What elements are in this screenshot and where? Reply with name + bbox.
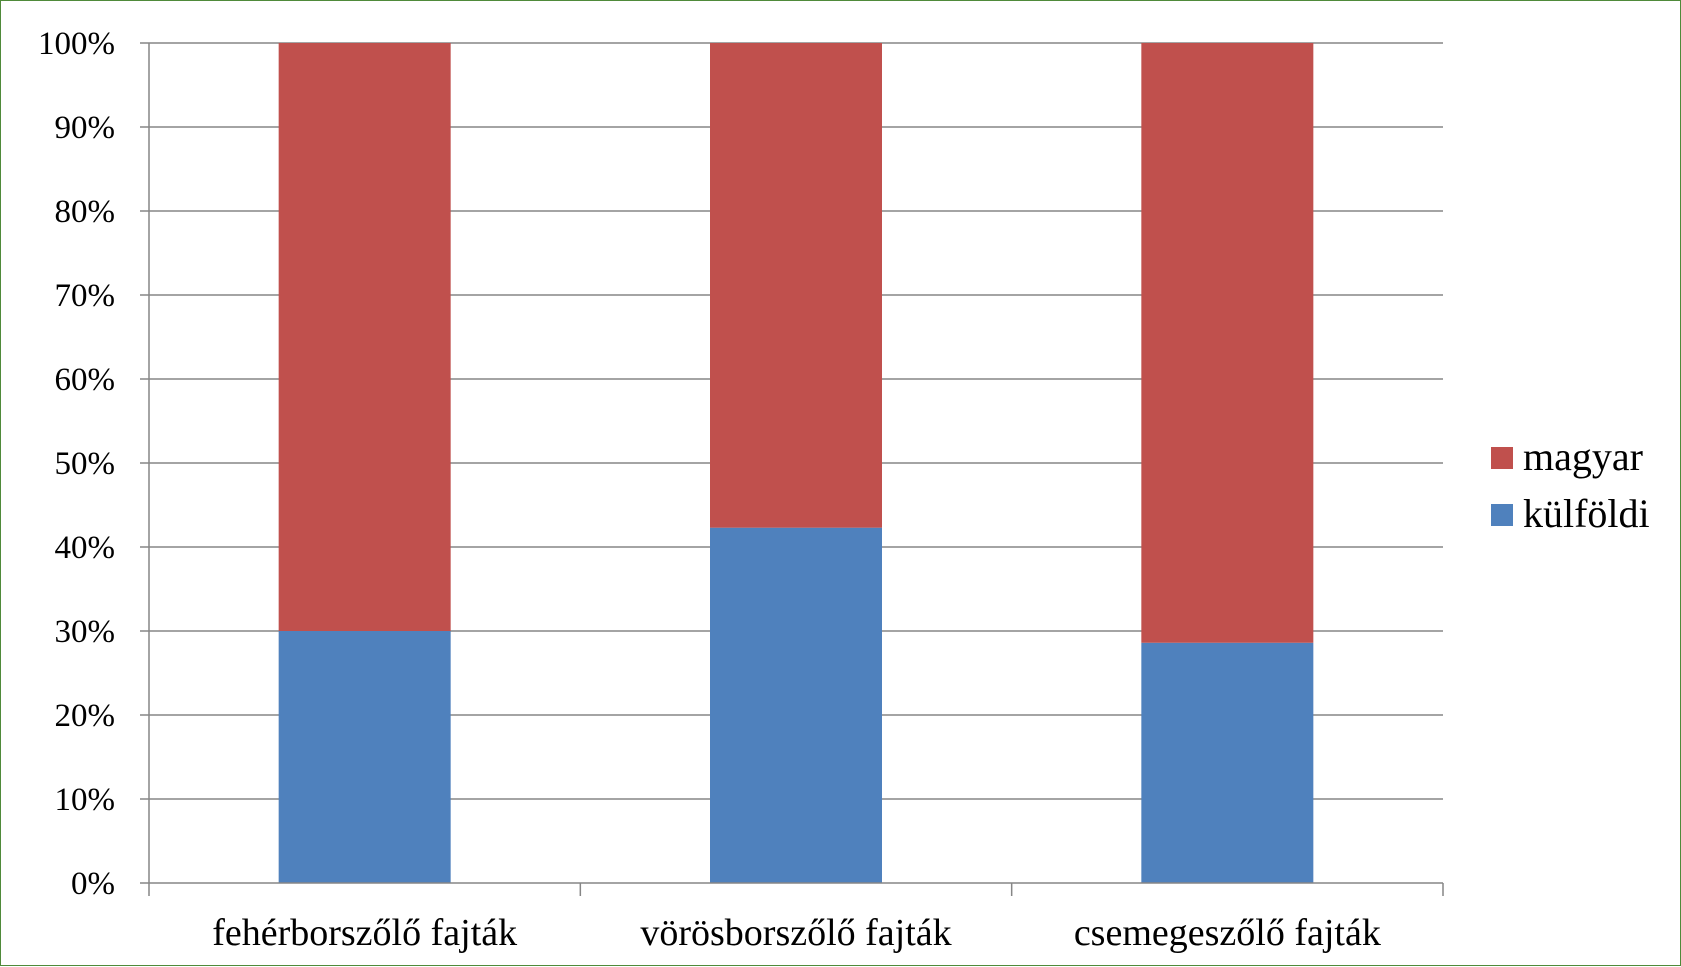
bar-segment-kulfoldi: [278, 631, 451, 883]
bar-segment-magyar: [710, 43, 882, 528]
bar-segment-kulfoldi: [710, 527, 882, 883]
x-tick-label: vörösborszőlő fajták: [640, 912, 951, 954]
bars: [278, 43, 1314, 883]
y-tick-labels: 0% 10% 20% 30% 40% 50% 60% 70% 80% 90% 100%: [38, 26, 115, 902]
y-tick-label: 20%: [55, 698, 116, 734]
y-tick-label: 40%: [55, 530, 116, 566]
x-tick-labels: fehérborszőlő fajták vörösborszőlő fajták…: [212, 912, 1381, 954]
y-tick-label: 10%: [55, 782, 116, 818]
y-tick-label: 50%: [55, 446, 116, 482]
y-tick-label: 90%: [55, 110, 116, 146]
legend: magyar külföldi: [1491, 434, 1650, 536]
x-tick-label: csemegeszőlő fajták: [1074, 912, 1381, 954]
y-tick-label: 30%: [55, 614, 116, 650]
y-tick-label: 80%: [55, 194, 116, 230]
y-tick-label: 0%: [71, 866, 115, 902]
legend-swatch: [1491, 504, 1513, 526]
legend-label: külföldi: [1523, 491, 1650, 536]
legend-label: magyar: [1523, 434, 1643, 479]
y-tick-label: 100%: [38, 26, 115, 62]
legend-swatch: [1491, 447, 1513, 469]
axes: [140, 42, 1444, 896]
bar-segment-kulfoldi: [1141, 642, 1314, 883]
bar-segment-magyar: [278, 43, 451, 631]
x-tick-label: fehérborszőlő fajták: [212, 912, 517, 954]
y-tick-label: 70%: [55, 278, 116, 314]
y-tick-label: 60%: [55, 362, 116, 398]
bar-segment-magyar: [1141, 43, 1314, 643]
